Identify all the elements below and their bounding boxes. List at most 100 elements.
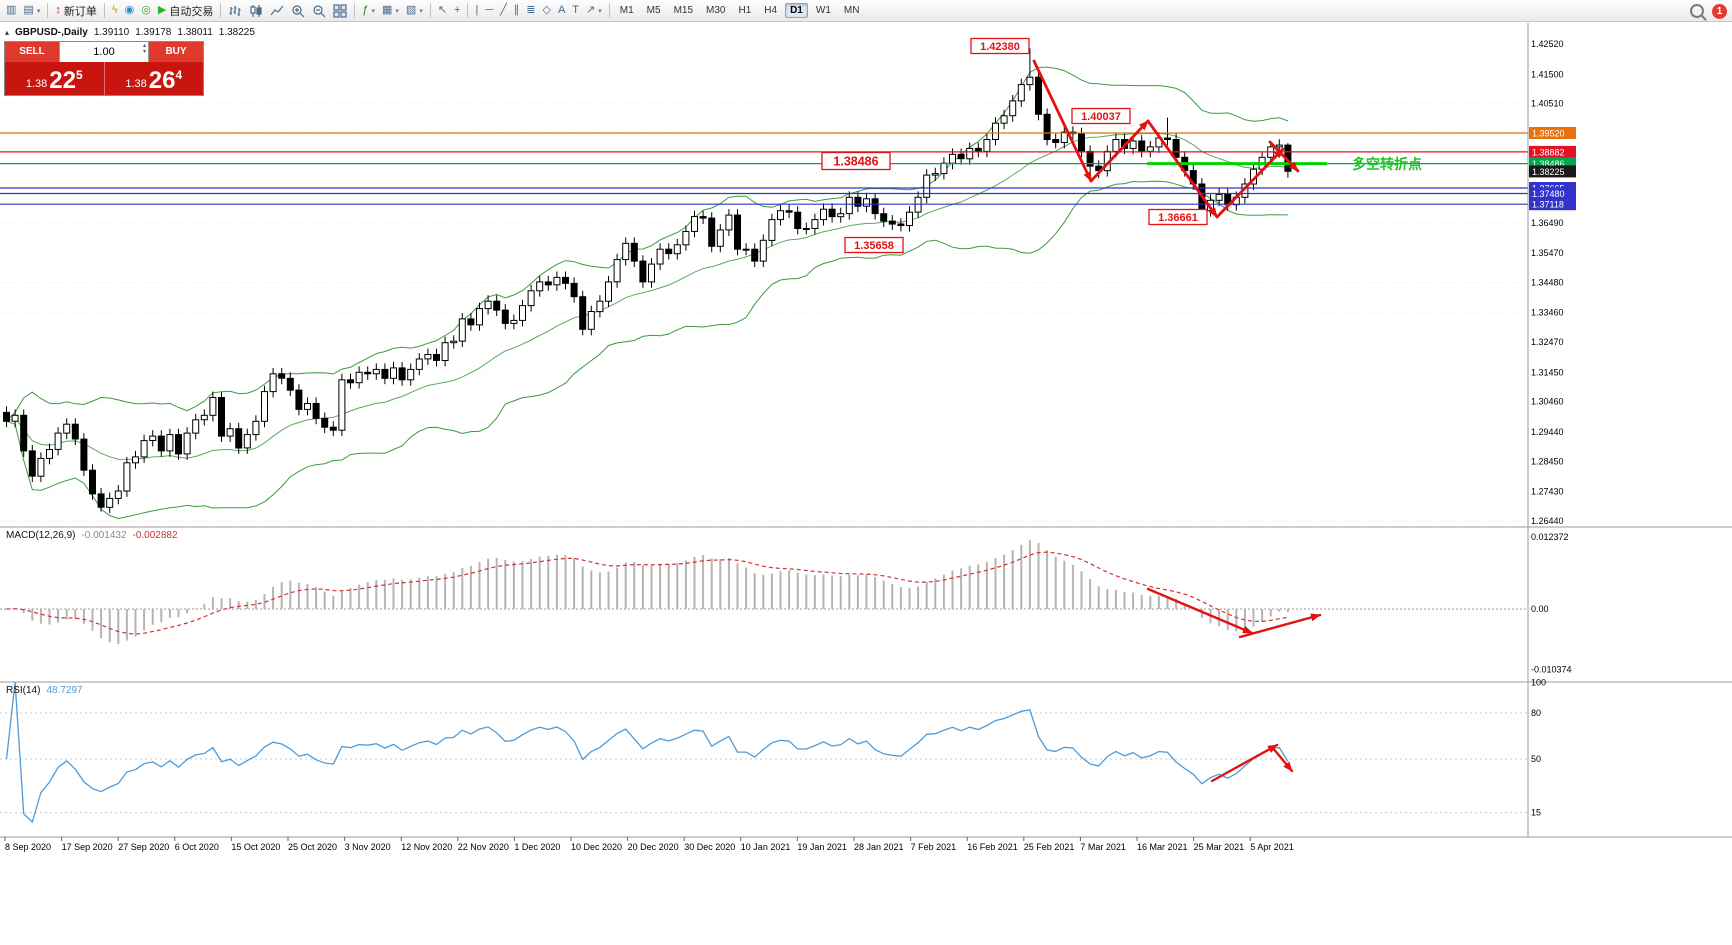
svg-text:1.40037: 1.40037	[1081, 111, 1121, 123]
ask-pips: 26	[148, 67, 176, 94]
toolbar-separator	[103, 3, 105, 18]
horizontal-level-lines[interactable]	[0, 132, 1528, 205]
svg-text:1.34480: 1.34480	[1531, 277, 1564, 287]
trendline-icon[interactable]: ╱	[500, 4, 507, 16]
cursor-icon[interactable]: ↖	[437, 4, 448, 16]
timeframe-m5[interactable]: M5	[646, 5, 661, 16]
new-order-button[interactable]: ↕ 新订单	[55, 4, 97, 18]
svg-text:1.26440: 1.26440	[1531, 516, 1564, 526]
trend-arrows[interactable]	[1032, 59, 1300, 219]
ask-point: 4	[175, 68, 183, 82]
zoom-in-icon[interactable]	[288, 2, 308, 20]
notification-badge[interactable]: 1	[1712, 3, 1727, 19]
buy-button[interactable]: BUY	[149, 42, 203, 62]
bid-pips: 22	[49, 67, 76, 94]
zoom-out-icon[interactable]	[309, 2, 329, 20]
expert-advisors-icon[interactable]: ϟ	[111, 4, 118, 16]
svg-text:25 Mar 2021: 25 Mar 2021	[1194, 842, 1245, 852]
candlestick-chart-icon[interactable]	[246, 2, 266, 20]
bid-point: 5	[75, 68, 83, 82]
bar-chart-icon[interactable]	[225, 2, 245, 20]
timeframe-mn[interactable]: MN	[843, 5, 860, 16]
market-icon[interactable]: ◉	[124, 4, 135, 16]
svg-text:8 Sep 2020: 8 Sep 2020	[5, 842, 51, 852]
timeframe-d1[interactable]: D1	[785, 3, 808, 18]
macd-signal-value: -0.002882	[132, 530, 178, 541]
svg-text:3 Nov 2020: 3 Nov 2020	[345, 842, 391, 852]
line-chart-icon[interactable]	[267, 2, 287, 20]
new-chart-icon[interactable]: ▥	[6, 4, 17, 16]
ohlc-close: 1.38225	[218, 27, 255, 38]
symbol-name: GBPUSD-,Daily	[15, 27, 88, 38]
timeframe-h1[interactable]: H1	[738, 5, 752, 16]
timeframes-menu-icon[interactable]: ▦ ▾	[381, 4, 399, 16]
timeframe-m1[interactable]: M1	[619, 5, 634, 16]
date-axis[interactable]: 8 Sep 2020 17 Sep 2020 27 Sep 2020 6 Oct 20…	[4, 837, 1294, 852]
svg-text:50: 50	[1531, 754, 1541, 764]
price-annotation-labels[interactable]: 1.42380 1.40037 1.38486 1.36661 1.35658	[821, 37, 1208, 254]
svg-text:1.36661: 1.36661	[1158, 212, 1198, 224]
toolbar-separator	[47, 3, 49, 18]
svg-text:0.00: 0.00	[1531, 604, 1549, 614]
svg-text:25 Oct 2020: 25 Oct 2020	[288, 842, 337, 852]
svg-text:1.35470: 1.35470	[1531, 248, 1564, 258]
svg-text:-0.010374: -0.010374	[1531, 664, 1572, 674]
volume-spinner[interactable]: ▴ ▾	[142, 43, 146, 55]
svg-text:1.27430: 1.27430	[1531, 487, 1564, 497]
svg-text:5 Apr 2021: 5 Apr 2021	[1250, 842, 1294, 852]
timeframe-h4[interactable]: H4	[764, 5, 778, 16]
svg-text:20 Dec 2020: 20 Dec 2020	[628, 842, 679, 852]
sell-button[interactable]: SELL	[5, 42, 59, 62]
svg-text:15: 15	[1531, 808, 1541, 818]
svg-text:16 Feb 2021: 16 Feb 2021	[967, 842, 1018, 852]
svg-text:1.42520: 1.42520	[1531, 39, 1564, 49]
rsi-panel	[0, 682, 1528, 824]
svg-text:19 Jan 2021: 19 Jan 2021	[797, 842, 847, 852]
templates-icon[interactable]: ▧ ▾	[405, 4, 423, 16]
svg-text:22 Nov 2020: 22 Nov 2020	[458, 842, 509, 852]
rsi-name: RSI(14)	[6, 685, 41, 696]
fibonacci-icon[interactable]: ≣	[526, 4, 536, 16]
chart-header: ▴ GBPUSD-,Daily 1.39110 1.39178 1.38011 …	[5, 27, 255, 38]
autotrading-button[interactable]: ▶ 自动交易	[157, 4, 214, 18]
svg-text:1.41500: 1.41500	[1531, 69, 1564, 79]
toolbar-separator	[220, 3, 222, 18]
svg-text:27 Sep 2020: 27 Sep 2020	[118, 842, 169, 852]
ohlc-low: 1.38011	[177, 27, 213, 38]
text-icon[interactable]: A	[557, 4, 566, 16]
chart-profiles-icon[interactable]: ▤ ▾	[23, 4, 41, 16]
timeframe-m15[interactable]: M15	[673, 5, 694, 16]
timeframe-m30[interactable]: M30	[706, 5, 726, 16]
equidistant-channel-icon[interactable]: ∥	[513, 4, 520, 16]
svg-text:1.40510: 1.40510	[1531, 99, 1564, 109]
macd-label: MACD(12,26,9) -0.001432 -0.002882	[6, 530, 178, 541]
vertical-line-icon[interactable]: |	[475, 4, 479, 16]
timeframe-w1[interactable]: W1	[815, 5, 831, 16]
candles-layer	[3, 48, 1292, 514]
price-chart[interactable]: 1.42380 1.40037 1.38486 1.36661 1.35658 多空转折点…	[0, 23, 1732, 858]
svg-text:1.38225: 1.38225	[1532, 167, 1565, 177]
svg-text:1.39520: 1.39520	[1532, 128, 1565, 138]
collapse-trade-panel-icon[interactable]: ▴	[5, 28, 10, 37]
svg-text:10 Jan 2021: 10 Jan 2021	[741, 842, 791, 852]
svg-text:1.32470: 1.32470	[1531, 337, 1564, 347]
svg-text:1.42380: 1.42380	[980, 41, 1020, 53]
volume-value: 1.00	[93, 46, 115, 58]
indicators-icon[interactable]: ƒ ▾	[362, 4, 375, 16]
macd-panel	[0, 540, 1528, 644]
sell-price[interactable]: 1.38 22 5	[5, 62, 104, 95]
one-click-trading-panel: SELL 1.00 ▴ ▾ BUY 1.38 22 5 1.38 26 4	[4, 41, 204, 96]
buy-price[interactable]: 1.38 26 4	[103, 62, 204, 95]
horizontal-line-icon[interactable]: ─	[485, 4, 494, 16]
text-label-icon[interactable]: T	[572, 4, 580, 16]
tile-windows-icon[interactable]	[330, 2, 350, 20]
crosshair-icon[interactable]: +	[454, 4, 461, 16]
arrows-tool-icon[interactable]: ↗ ▾	[586, 4, 602, 16]
search-icon[interactable]	[1690, 4, 1704, 18]
volume-field[interactable]: 1.00 ▴ ▾	[59, 42, 149, 62]
signals-icon[interactable]: ◎	[141, 4, 151, 16]
shapes-icon[interactable]: ◇	[542, 4, 551, 16]
svg-text:10 Dec 2020: 10 Dec 2020	[571, 842, 622, 852]
rsi-label: RSI(14) 48.7297	[6, 685, 83, 696]
svg-text:1 Dec 2020: 1 Dec 2020	[514, 842, 560, 852]
